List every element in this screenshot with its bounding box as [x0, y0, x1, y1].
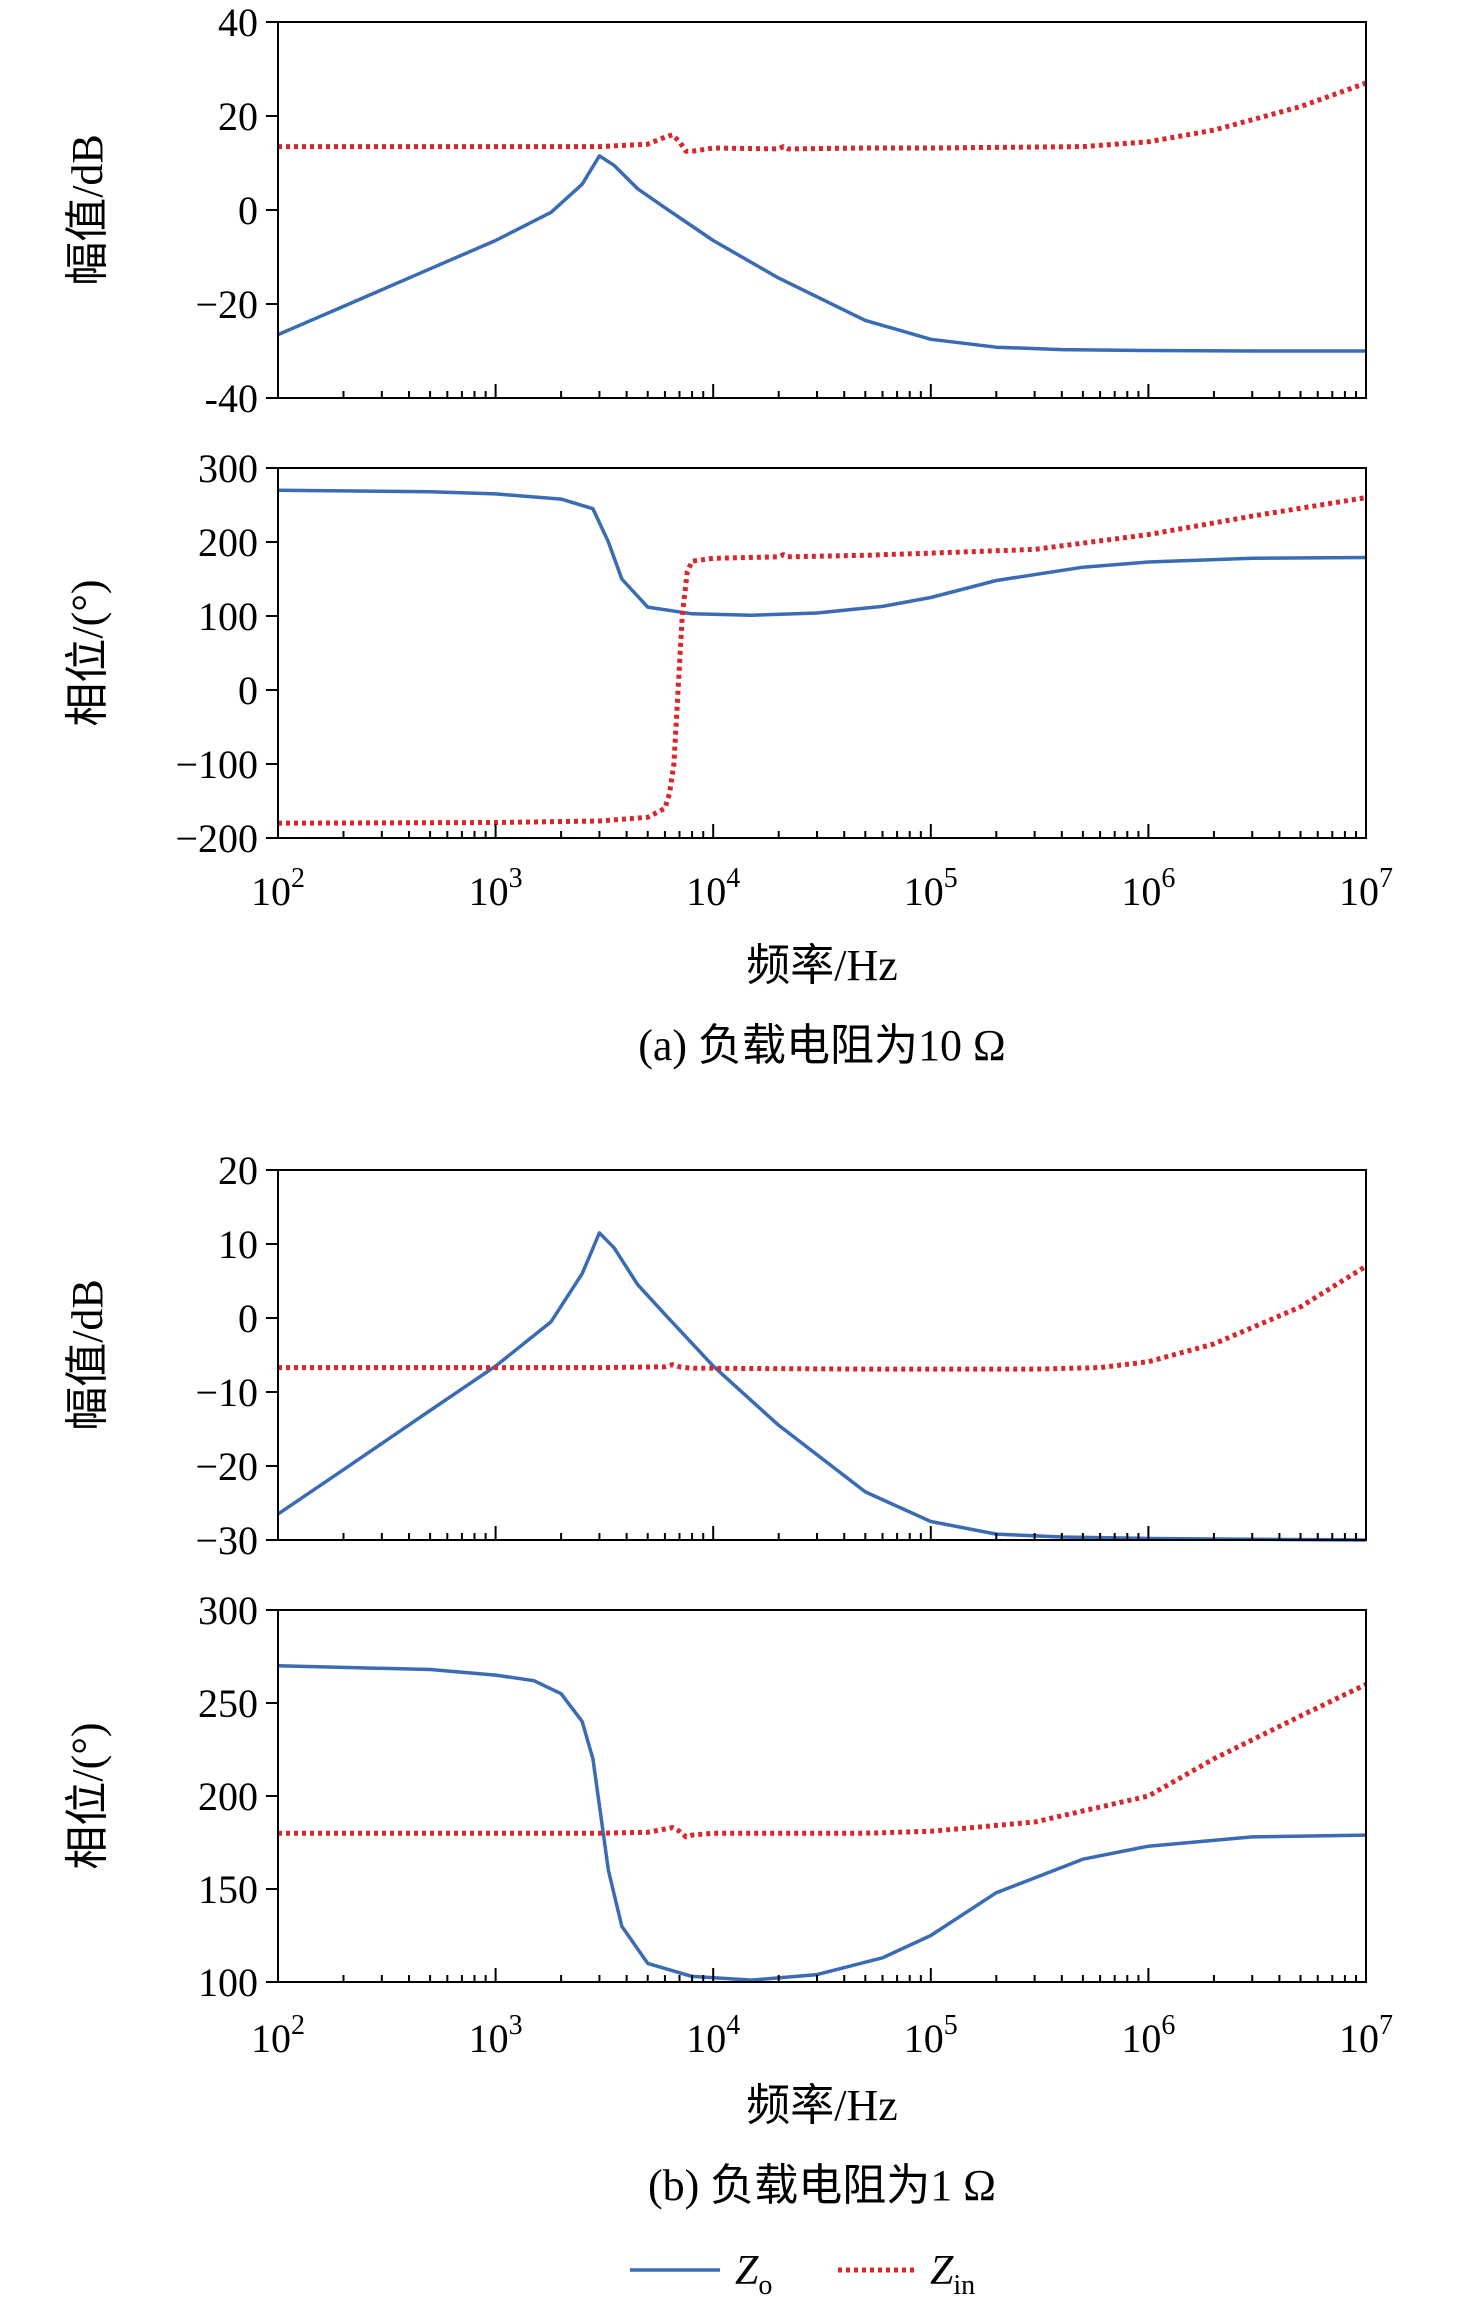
y-axis-label: 相位/(°): [63, 579, 112, 726]
x-tick-label: 106: [1121, 2010, 1175, 2061]
series-line-zo: [278, 154, 1366, 353]
y-tick-label: 0: [238, 668, 258, 713]
y-tick-label: 0: [238, 1296, 258, 1341]
y-tick-label: 40: [218, 0, 258, 45]
plot-frame: [277, 21, 1367, 399]
chart-2-panel-2: 100 150 200 250 300 相位/(°): [63, 1588, 1367, 2005]
y-tick-label: 0: [238, 188, 258, 233]
y-tick-label: −30: [195, 1518, 258, 1563]
legend-label-o: Zo: [735, 2248, 772, 2301]
y-axis-label: 幅值/dB: [63, 1279, 112, 1431]
plot-frame: [277, 1609, 1367, 1983]
x-axis-label: 频率/Hz: [746, 941, 898, 990]
x-tick-label: 103: [469, 863, 523, 914]
series-line-zo: [278, 1664, 1366, 1982]
y-tick-label: 100: [198, 1960, 258, 2005]
chart-1: -40−2002040幅值/dB−200−1000100200300相位/(°)…: [63, 0, 1393, 1070]
series-line-zin: [278, 1264, 1366, 1372]
y-tick-label: -40: [205, 376, 258, 421]
x-tick-label: 105: [904, 2010, 958, 2061]
y-tick-label: −10: [195, 1370, 258, 1415]
y-tick-label: 150: [198, 1867, 258, 1912]
x-tick-label: 104: [686, 863, 740, 914]
chart-caption: (b) 负载电阻为1 Ω: [648, 2161, 996, 2210]
plot-frame: [277, 467, 1367, 839]
y-tick-label: 300: [198, 446, 258, 491]
legend-label-in: Zin: [930, 2248, 975, 2301]
y-tick-label: −200: [175, 816, 258, 861]
y-axis-label: 相位/(°): [63, 1722, 112, 1869]
y-tick-label: 100: [198, 594, 258, 639]
series-line-zin: [278, 495, 1366, 826]
x-axis-label: 频率/Hz: [746, 2081, 898, 2130]
series-line-zin: [278, 1682, 1366, 1840]
chart-caption: (a) 负载电阻为10 Ω: [638, 1021, 1006, 1070]
y-tick-label: −100: [175, 742, 258, 787]
chart-1-panel-2: −200 −100 0 100 200 300 相位/(°): [63, 446, 1367, 861]
y-tick-label: 200: [198, 520, 258, 565]
x-tick-label: 107: [1339, 2010, 1393, 2061]
y-tick-label: 20: [218, 94, 258, 139]
series-line-zin: [278, 80, 1366, 154]
y-tick-label: 200: [198, 1774, 258, 1819]
x-tick-label: 105: [904, 863, 958, 914]
plot-frame: [277, 1169, 1367, 1541]
y-tick-label: −20: [195, 282, 258, 327]
x-tick-label: 106: [1121, 863, 1175, 914]
x-tick-label: 104: [686, 2010, 740, 2061]
x-tick-label: 102: [251, 2010, 305, 2061]
y-tick-label: 10: [218, 1222, 258, 1267]
y-tick-label: 250: [198, 1681, 258, 1726]
chart-2: −30 −20 −10 0 10 20 幅值/dB 100 150 200 250 300 相位/(°)…: [63, 1148, 1393, 2210]
y-tick-label: −20: [195, 1444, 258, 1489]
y-axis-label: 幅值/dB: [63, 134, 112, 286]
x-tick-label: 102: [251, 863, 305, 914]
chart-1-panel-1: -40 −20 0 20 40 幅值/dB: [63, 0, 1367, 421]
y-tick-label: 300: [198, 1588, 258, 1633]
x-tick-label: 103: [469, 2010, 523, 2061]
series-line-zo: [278, 488, 1366, 618]
chart-2-panel-1: −30 −20 −10 0 10 20 幅值/dB: [63, 1148, 1367, 1563]
series-line-zo: [278, 1231, 1366, 1542]
legend: Zo Zin: [630, 2248, 975, 2301]
x-tick-label: 107: [1339, 863, 1393, 914]
y-tick-label: 20: [218, 1148, 258, 1193]
